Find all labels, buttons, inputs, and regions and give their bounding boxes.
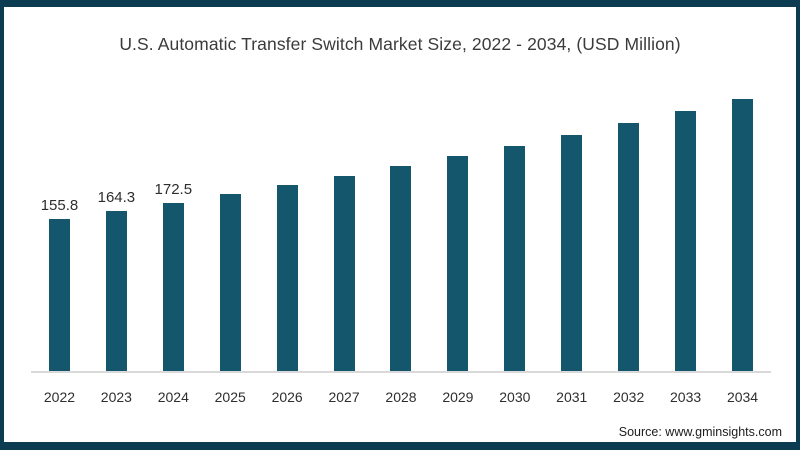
bar-2023 [105,211,127,371]
x-tick-2030: 2030 [499,389,531,405]
x-tick-2033: 2033 [670,389,702,405]
bar-column-2033 [657,111,714,371]
bar-column-2034 [714,99,771,371]
bar-column-2025 [202,194,259,371]
chart-title: U.S. Automatic Transfer Switch Market Si… [119,34,681,54]
bar-column-2029 [429,156,486,371]
x-tick-2022: 2022 [43,389,76,405]
bar-2031 [561,135,583,371]
x-tick-2027: 2027 [328,389,360,405]
bar-column-2030 [486,146,543,371]
bar-column-2027 [316,176,373,371]
x-tick-2025: 2025 [214,389,246,405]
x-tick-2024: 2024 [157,389,189,405]
bar-column-2031 [543,135,600,371]
x-tick-2026: 2026 [271,389,303,405]
bar-2028 [390,166,412,371]
bar-column-2023: 164.3 [88,189,145,371]
bar-2032 [618,123,640,371]
bar-value-label: 155.8 [40,197,79,214]
x-tick-2031: 2031 [556,389,588,405]
bar-2025 [219,194,241,371]
source-attribution: Source: www.gminsights.com [618,425,782,439]
bar-2024 [162,203,184,371]
x-tick-2034: 2034 [726,389,759,405]
bar-column-2022: 155.8 [31,197,88,371]
bar-2034 [732,99,754,371]
bar-2030 [504,146,526,371]
bar-2033 [675,111,697,371]
bar-column-2024: 172.5 [145,181,202,371]
bar-column-2028 [373,166,430,371]
plot-area: 155.8 164.3 172.5 [31,93,771,373]
bar-value-label: 172.5 [154,181,193,198]
x-tick-2029: 2029 [442,389,474,405]
bar-2022 [48,219,70,371]
x-tick-2032: 2032 [613,389,645,405]
bar-2027 [333,176,355,371]
x-axis: 2022 2023 2024 2025 2026 2027 2028 2029 2030 2031… [31,389,771,405]
bar-value-label: 164.3 [97,189,136,206]
bar-column-2032 [600,123,657,371]
bar-2029 [447,156,469,371]
x-tick-2023: 2023 [100,389,132,405]
bar-column-2026 [259,185,316,371]
x-tick-2028: 2028 [385,389,417,405]
bar-2026 [276,185,298,371]
